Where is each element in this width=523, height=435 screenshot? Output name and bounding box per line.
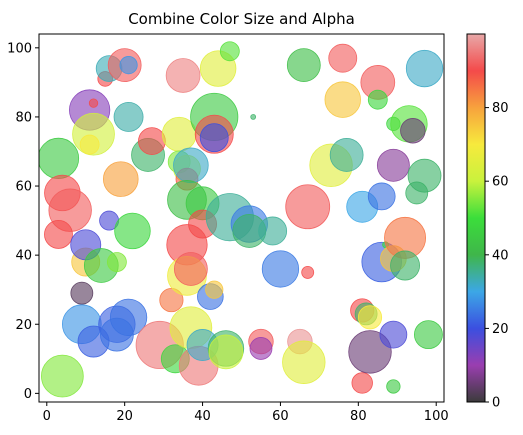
scatter-point: [109, 298, 148, 336]
colorbar-tick-label: 60: [492, 175, 509, 190]
x-tick-label: 40: [194, 409, 211, 424]
y-tick-label: 0: [24, 387, 32, 402]
scatter-point: [208, 334, 244, 370]
y-tick-label: 100: [7, 41, 32, 56]
scatter-point: [70, 281, 94, 305]
plot-frame: [38, 33, 445, 403]
x-tick-label: 100: [424, 409, 449, 424]
scatter-point: [219, 41, 240, 62]
scatter-point: [39, 137, 80, 179]
colorbar: [466, 33, 486, 403]
colorbar-tick-label: 40: [492, 248, 509, 263]
scatter-point: [205, 280, 224, 299]
chart-title: Combine Color Size and Alpha: [128, 10, 355, 28]
x-tick-label: 60: [272, 409, 289, 424]
colorbar-tick-label: 0: [492, 396, 500, 411]
scatter-point: [138, 127, 166, 155]
scatter-point: [386, 379, 401, 394]
scatter-point: [173, 147, 209, 184]
x-tick-label: 80: [350, 409, 367, 424]
scatter-point: [282, 340, 326, 384]
scatter-point: [357, 305, 383, 330]
points-layer: [39, 41, 444, 398]
scatter-point: [367, 89, 388, 110]
scatter-point: [114, 212, 151, 250]
colorbar-axis: 0 20 40 60 80: [485, 101, 509, 411]
scatter-point: [414, 320, 443, 350]
scatter-point: [113, 101, 144, 132]
scatter-point: [324, 81, 361, 118]
x-tick-label: 20: [116, 409, 133, 424]
scatter-point: [348, 330, 392, 374]
scatter-point: [390, 250, 421, 281]
scatter-point: [261, 250, 300, 288]
y-axis: 0 20 40 60 80 100: [7, 41, 39, 402]
scatter-point: [407, 158, 442, 193]
scatter-point: [106, 252, 127, 272]
colorbar-tick-label: 20: [492, 322, 509, 337]
scatter-point: [367, 182, 396, 211]
scatter-point: [88, 98, 99, 108]
scatter-point: [119, 56, 138, 75]
scatter-point: [44, 219, 73, 249]
scatter-point: [285, 184, 331, 230]
scatter-point: [258, 216, 288, 246]
y-tick-label: 60: [15, 180, 32, 195]
scatter-point: [286, 48, 321, 82]
y-tick-label: 80: [15, 110, 32, 125]
scatter-point: [250, 114, 257, 120]
scatter-point: [301, 265, 315, 279]
x-axis: 0 20 40 60 80 100: [43, 402, 449, 424]
scatter-point: [173, 252, 208, 286]
scatter-point: [102, 161, 139, 197]
scatter-point: [249, 337, 273, 360]
scatter-point: [328, 43, 358, 73]
y-tick-label: 20: [15, 318, 32, 333]
scatter-point: [400, 118, 426, 144]
y-tick-label: 40: [15, 249, 32, 264]
scatter-point: [79, 134, 100, 155]
colorbar-tick-label: 80: [492, 101, 509, 116]
scatter-point: [405, 49, 444, 88]
x-tick-label: 0: [43, 409, 51, 424]
scatter-point: [199, 123, 229, 153]
scatter-point: [351, 372, 373, 394]
scatter-point: [379, 320, 408, 349]
scatter-point: [165, 58, 201, 93]
scatter-point: [159, 287, 184, 313]
scatter-point: [376, 148, 410, 182]
scatter-point: [329, 138, 364, 172]
scatter-point: [41, 354, 84, 398]
